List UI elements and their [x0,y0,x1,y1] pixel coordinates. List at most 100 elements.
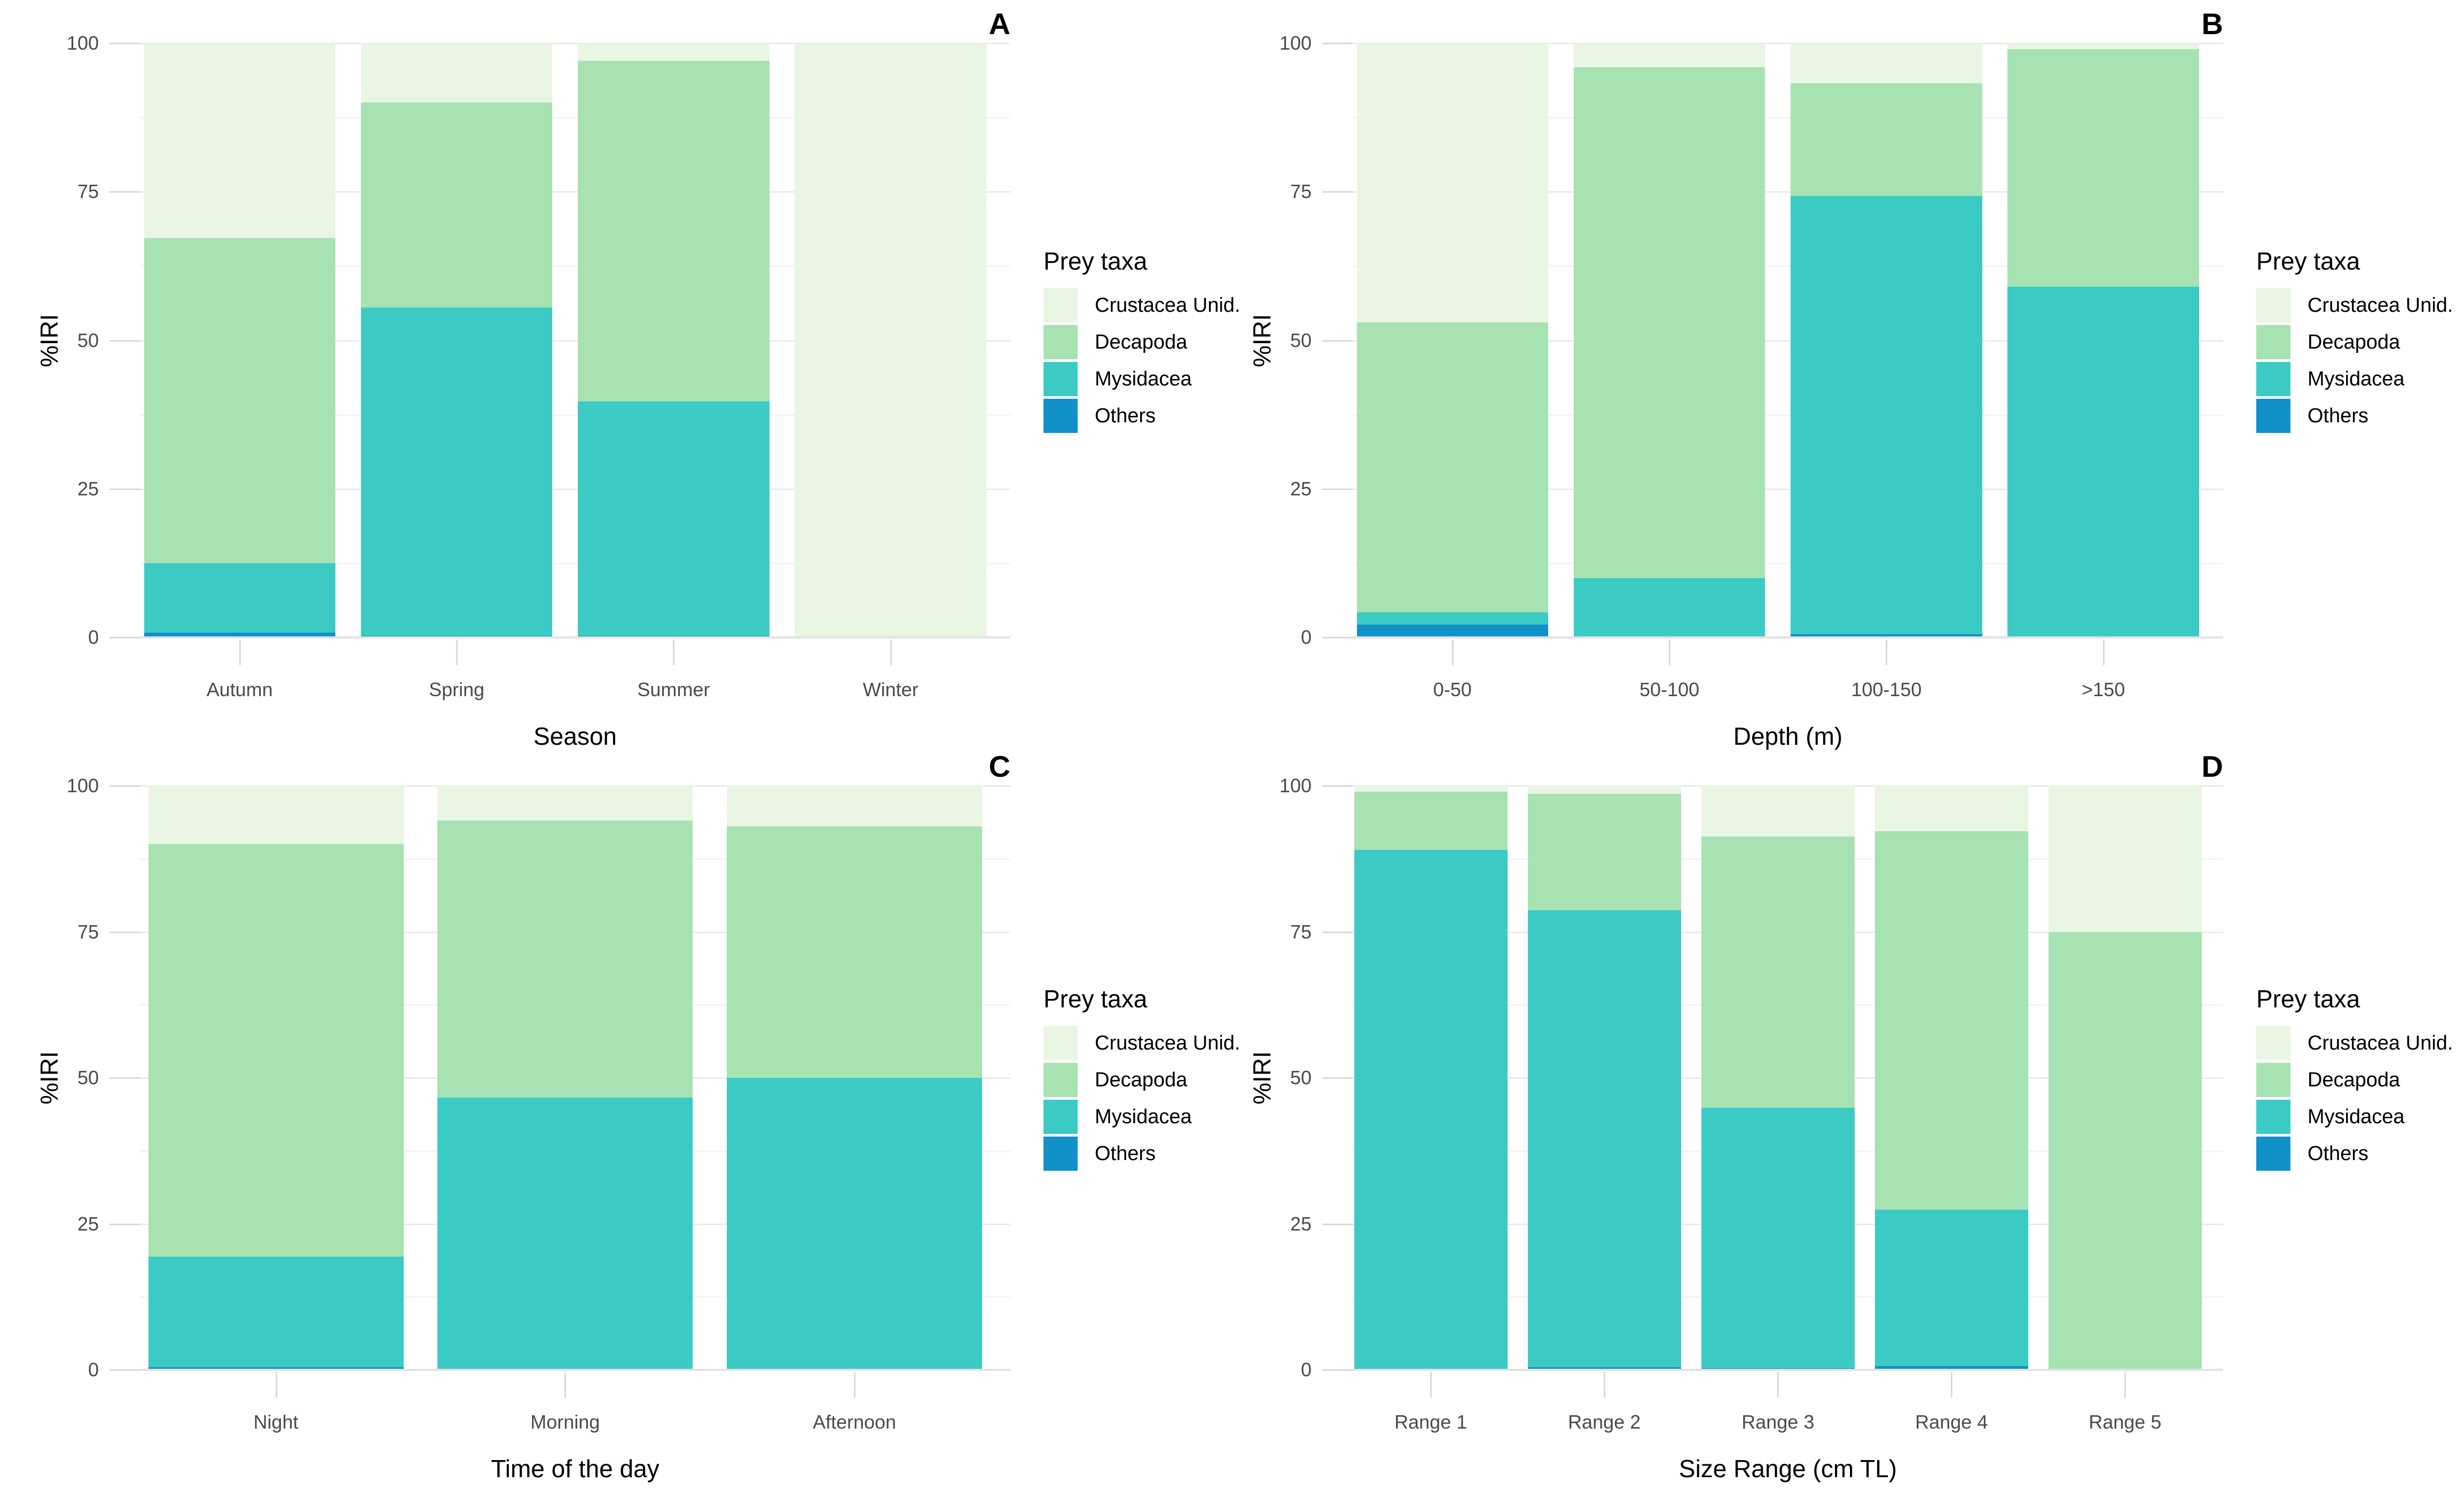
x-tick-mark [854,1372,856,1398]
y-tick-label: 100 [1279,775,1312,797]
legend-panel-b: Prey taxa Crustacea Unid. Decapoda Mysidace… [2256,248,2464,433]
x-tick-mark [1777,1372,1779,1398]
y-tick-mark [109,1369,140,1371]
legend-swatch-mysidacea [2256,1099,2290,1134]
x-axis-line [140,1369,1010,1371]
x-axis-line [140,636,1010,638]
x-tick-label: Afternoon [812,1411,897,1433]
plot-area-panel-d [1353,785,2223,1371]
y-tick-mark [1322,1369,1353,1371]
y-tick-mark [109,191,140,193]
legend-label: Decapoda [2308,1068,2400,1091]
y-tick-label: 0 [1300,626,1312,648]
bar-segment-crustacea-unid- [726,786,982,826]
legend-swatch-others [2256,399,2290,433]
bar-segment-decapoda [1354,791,1508,850]
bar-segment-decapoda [360,102,553,308]
bar-segment-decapoda [726,826,982,1078]
gridline-major [140,43,1010,44]
legend-label: Others [2308,405,2369,427]
legend-swatch-decapoda [2256,1062,2290,1097]
panel-letter-a: A [988,7,1010,41]
y-tick-label: 75 [77,920,99,943]
legend-label: Decapoda [2308,331,2400,353]
x-axis-title: Depth (m) [1733,722,1843,750]
x-tick-label: >150 [2082,679,2125,700]
bar-segment-decapoda [144,238,336,563]
x-tick-label: Night [253,1411,299,1433]
legend-swatch-decapoda [1043,1062,1078,1097]
legend-title: Prey taxa [2256,984,2360,1013]
y-tick-label: 100 [66,775,99,797]
stacked-bar-winter [795,43,986,637]
gridline-major [140,488,1010,490]
x-tick-label: Spring [429,679,485,700]
bar-segment-crustacea-unid- [1527,786,1681,794]
stacked-bar-night [148,786,404,1370]
y-tick-label: 25 [1290,1212,1312,1235]
legend-label: Crustacea Unid. [1095,1031,1241,1054]
y-tick-label: 75 [77,180,99,203]
bar-segment-crustacea-unid- [1874,786,2028,832]
y-tick-mark [1322,785,1353,787]
x-tick-label: 50-100 [1639,679,1700,700]
y-tick-mark [109,340,140,342]
x-axis-title: Time of the day [491,1455,660,1483]
bar-segment-decapoda [578,61,770,402]
stacked-bar-summer [578,43,770,637]
bar-segment-mysidacea [1874,1210,2028,1367]
stacked-bar-autumn [144,43,336,637]
panel-letter-c: C [988,750,1010,783]
stacked-bar-50-100 [1573,43,1765,637]
y-tick-mark [109,637,140,638]
x-tick-mark [275,1372,277,1398]
y-tick-label: 50 [77,329,99,351]
x-tick-mark [1430,1372,1432,1398]
y-axis-title: %IRI [35,313,63,367]
x-axis-line [1353,1369,2223,1371]
bar-segment-decapoda [1356,322,1549,613]
legend-label: Decapoda [1095,1068,1188,1091]
y-tick-mark [1322,931,1353,933]
stacked-bar-morning [437,786,693,1370]
x-tick-mark [1604,1372,1606,1398]
x-tick-mark [2102,640,2105,665]
legend-label: Mysidacea [1095,1105,1192,1128]
panel-letter-d: D [2201,750,2223,783]
y-axis-title: %IRI [35,1051,63,1105]
y-tick-mark [1322,637,1353,638]
x-tick-mark [1451,640,1454,665]
gridline-major [1353,488,2223,490]
x-axis-line [1353,636,2223,638]
panel-letter-b: B [2201,7,2223,41]
y-axis-title: %IRI [1248,313,1276,367]
bar-segment-mysidacea [1354,850,1508,1370]
x-tick-label: Range 5 [2089,1411,2162,1433]
x-axis-title: Season [533,722,617,750]
bar-segment-crustacea-unid- [360,43,553,103]
x-tick-label: 100-150 [1851,679,1922,700]
y-tick-label: 75 [1290,180,1312,203]
bar-segment-crustacea-unid- [1356,43,1549,323]
legend-swatch-crustacea-unid- [2256,288,2290,322]
stacked-bar-spring [360,43,553,637]
gridline-major [140,340,1010,342]
legend-swatch-crustacea-unid- [1043,288,1078,322]
y-tick-mark [1322,43,1353,44]
legend-label: Mysidacea [2308,1105,2405,1128]
legend-label: Others [1095,405,1156,427]
legend-swatch-mysidacea [1043,362,1078,396]
y-tick-label: 50 [77,1067,99,1089]
x-tick-mark [890,640,892,665]
bar-segment-mysidacea [360,307,553,636]
legend-label: Mysidacea [1095,368,1192,390]
x-tick-label: Range 2 [1568,1411,1641,1433]
x-tick-mark [673,640,675,665]
y-tick-mark [1322,1077,1353,1079]
bar-segment-decapoda [1874,831,2028,1210]
bar-segment-mysidacea [144,563,336,633]
bar-segment-crustacea-unid- [148,786,404,845]
x-tick-mark [2124,1372,2126,1398]
y-tick-mark [109,1077,140,1079]
